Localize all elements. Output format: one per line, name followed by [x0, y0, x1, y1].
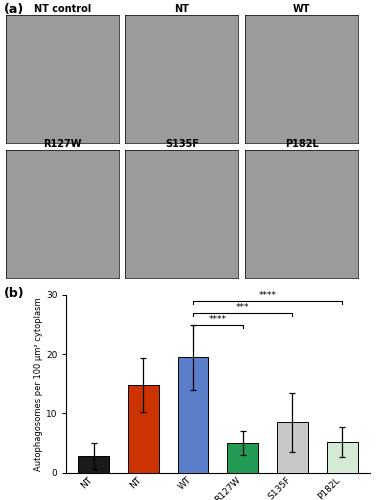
Title: P182L: P182L: [285, 139, 319, 149]
Title: S135F: S135F: [165, 139, 199, 149]
Bar: [277, 422, 308, 472]
Bar: [128, 385, 159, 472]
Bar: [327, 442, 358, 472]
Title: NT: NT: [174, 4, 190, 14]
Title: NT control: NT control: [33, 4, 91, 14]
Bar: [178, 357, 208, 472]
Text: ****: ****: [209, 314, 227, 324]
Text: (b): (b): [4, 288, 24, 300]
Text: ****: ****: [258, 291, 277, 300]
Bar: [227, 443, 258, 472]
Bar: [78, 456, 109, 472]
Y-axis label: Autophagosomes per 100 μm² cytoplasm: Autophagosomes per 100 μm² cytoplasm: [34, 297, 43, 470]
Title: WT: WT: [293, 4, 310, 14]
Text: (a): (a): [4, 2, 24, 16]
Text: ***: ***: [236, 303, 249, 312]
Title: R127W: R127W: [43, 139, 81, 149]
